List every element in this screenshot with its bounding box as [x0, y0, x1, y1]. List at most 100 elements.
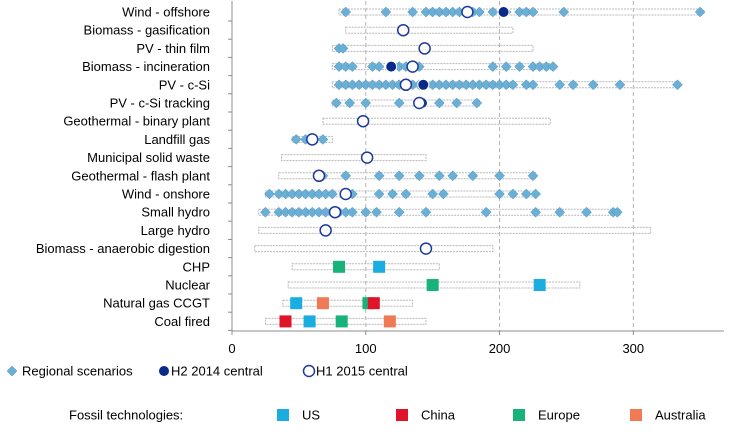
regional-point: [487, 61, 499, 72]
category-label-small-hydro: Small hydro: [141, 205, 210, 220]
regional-point: [514, 61, 525, 72]
regional-point: [330, 97, 342, 109]
legend-label-china: China: [421, 408, 456, 423]
regional-point: [527, 6, 539, 18]
regional-point: [317, 134, 329, 145]
regional-point: [467, 170, 479, 182]
regional-point: [393, 170, 405, 182]
regional-point: [373, 188, 385, 200]
regional-point: [447, 170, 459, 182]
h1-2015-point: [406, 60, 419, 73]
category-label-pv-c-si-tracking: PV - c-Si tracking: [110, 96, 210, 111]
legend-label-australia: Australia: [655, 408, 706, 423]
data-points: [260, 5, 706, 328]
regional-point: [438, 188, 449, 200]
regional-point: [474, 6, 485, 18]
regional-point: [347, 61, 358, 72]
axes: [228, 1, 724, 335]
legend-filled-circle-icon: [158, 365, 170, 377]
h1-2015-point: [396, 23, 410, 37]
tick-label-200: 200: [489, 341, 511, 356]
fossil-point-australia: [383, 315, 396, 328]
h2-2014-point: [497, 6, 510, 18]
fossil-point-europe: [426, 279, 439, 291]
regional-point: [344, 97, 356, 109]
grid: [365, 1, 634, 331]
regional-point: [393, 97, 405, 109]
regional-point: [527, 170, 539, 182]
regional-point: [340, 170, 352, 182]
h1-2015-point: [312, 169, 326, 183]
regional-point: [371, 206, 382, 218]
fossil-point-europe: [333, 260, 346, 273]
fossil-point-china: [367, 297, 380, 310]
category-labels: Wind - offshore Biomass - gasification PV …: [36, 5, 211, 329]
category-label-pv-c-si: PV - c-Si: [159, 77, 210, 92]
regional-point: [433, 170, 445, 182]
h1-2015-point: [328, 205, 342, 219]
regional-point: [554, 79, 566, 91]
legend-swatch-us: [277, 409, 289, 421]
h1-2015-point: [306, 133, 319, 146]
category-label-landfill-gas: Landfill gas: [144, 132, 210, 147]
legend-label-h2-2014-central: H2 2014 central: [171, 364, 263, 379]
regional-point: [373, 170, 385, 182]
range-bar-municipal-solid-waste: [280, 154, 427, 162]
category-label-nuclear: Nuclear: [165, 278, 210, 293]
regional-point: [420, 206, 432, 218]
fossil-point-us: [533, 279, 546, 291]
category-label-biomass-gasification: Biomass - gasification: [84, 23, 210, 38]
regional-point: [373, 61, 385, 72]
h1-2015-point: [399, 78, 413, 92]
legend-swatch-australia: [630, 409, 642, 421]
category-label-biomass-incineration: Biomass - incineration: [82, 59, 210, 74]
range-bar-biomass-anaerobic-digestion: [254, 245, 494, 253]
regional-point: [387, 188, 398, 200]
regional-point: [360, 97, 372, 109]
regional-point: [587, 79, 599, 91]
regional-point: [380, 6, 392, 18]
regional-point: [527, 79, 539, 91]
tick-labels: 0 100 200 300: [228, 341, 644, 356]
category-label-geothermal-binary-plant: Geothermal - binary plant: [63, 114, 210, 129]
fossil-point-us: [303, 315, 316, 328]
regional-point: [547, 61, 559, 72]
regional-point: [554, 206, 566, 218]
legend-label-h1-2015-central: H1 2015 central: [316, 364, 408, 379]
regional-point: [500, 61, 512, 72]
category-label-chp: CHP: [183, 259, 210, 274]
regional-point: [581, 206, 592, 218]
fossil-point-australia: [316, 297, 329, 310]
legend-swatch-china: [396, 409, 408, 421]
regional-point: [494, 170, 505, 182]
h1-2015-point: [319, 224, 332, 237]
regional-point: [494, 188, 505, 200]
range-bar-chp: [291, 263, 440, 271]
regional-point: [320, 206, 331, 218]
fossil-point-us: [373, 260, 386, 273]
regional-point: [471, 97, 483, 109]
fossil-legend-title: Fossil technologies:: [69, 408, 183, 423]
regional-point: [326, 188, 338, 200]
range-bar-pv-thin-film: [331, 44, 534, 52]
fossil-point-us: [290, 297, 303, 310]
category-label-biomass-anaerobic-digestion: Biomass - anaerobic digestion: [36, 241, 210, 256]
regional-point: [694, 6, 706, 18]
regional-point: [407, 6, 418, 18]
regional-point: [400, 188, 412, 200]
regional-point: [507, 188, 519, 200]
category-label-large-hydro: Large hydro: [141, 223, 210, 238]
regional-point: [487, 6, 499, 18]
legend-diamond-icon: [6, 365, 18, 377]
category-label-geothermal-flash-plant: Geothermal - flash plant: [71, 168, 210, 183]
regional-point: [413, 170, 425, 182]
regional-point: [520, 188, 532, 200]
regional-point: [347, 206, 358, 218]
regional-point: [480, 206, 492, 218]
regional-point: [393, 206, 405, 218]
category-label-municipal-solid-waste: Municipal solid waste: [87, 150, 210, 165]
regional-point: [337, 43, 349, 54]
h1-2015-point: [418, 42, 431, 55]
legend-open-circle-icon: [302, 364, 316, 378]
